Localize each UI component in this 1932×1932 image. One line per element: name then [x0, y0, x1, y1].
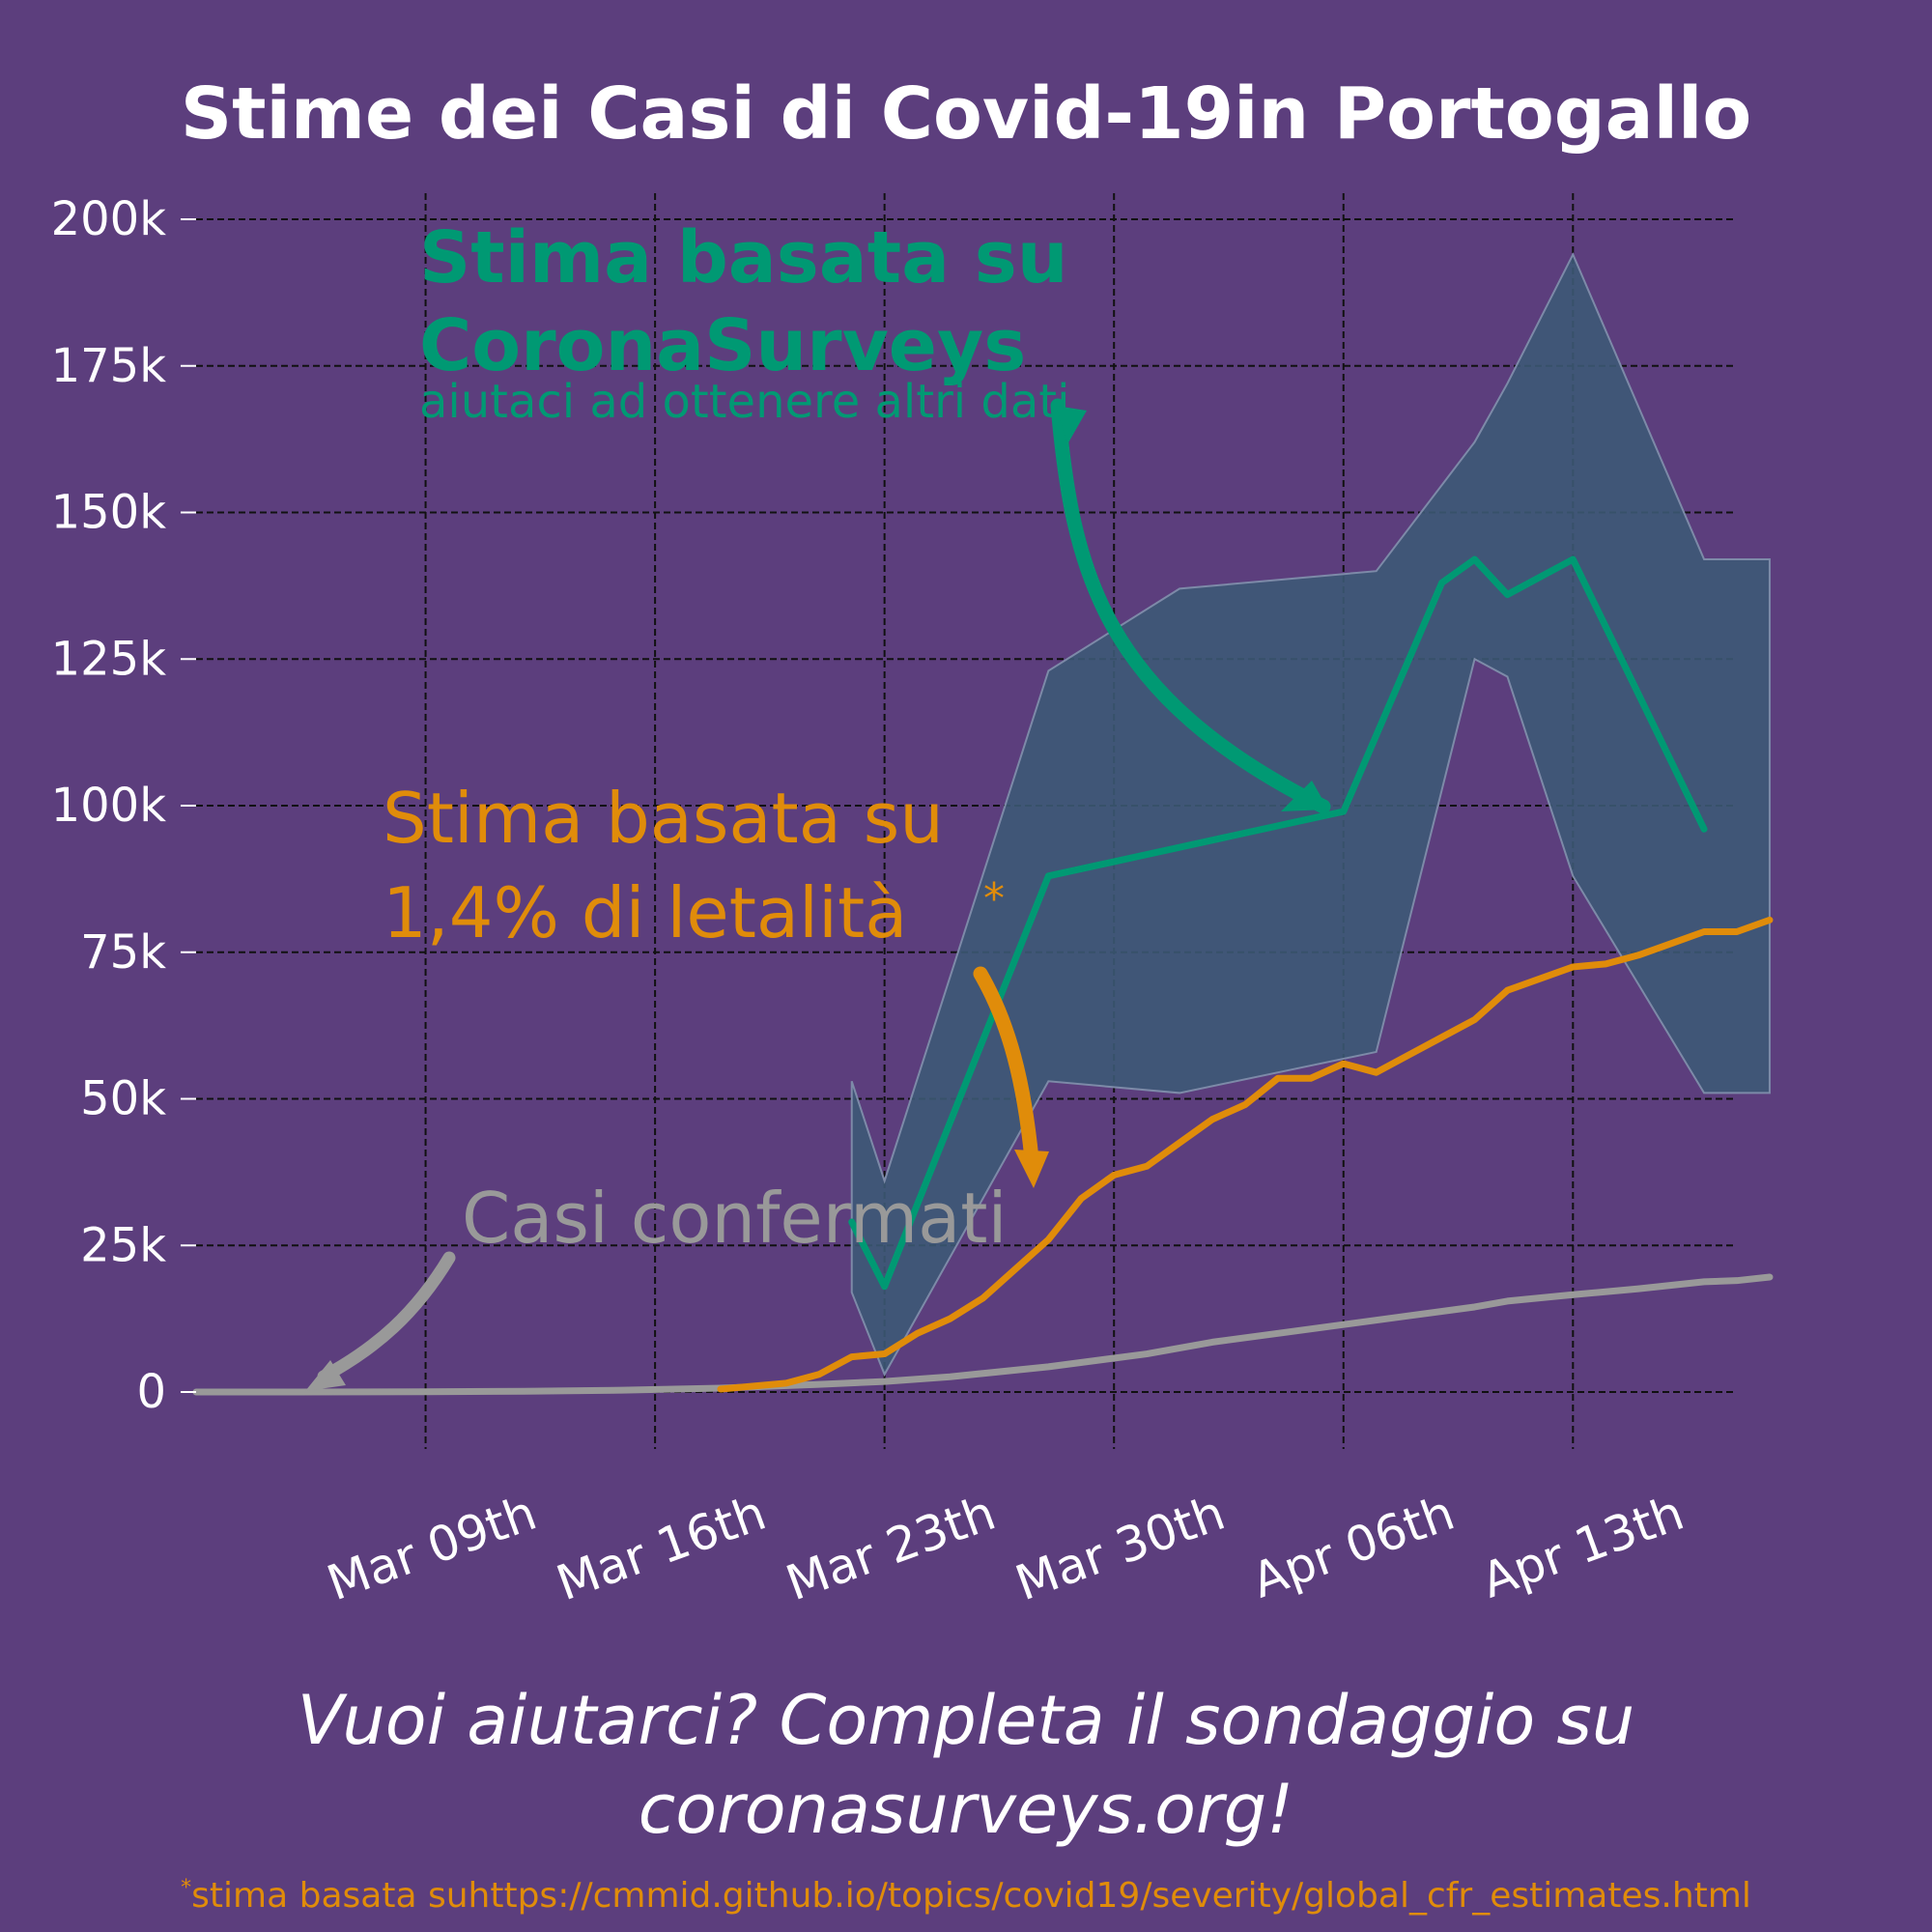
cfr-annotation-asterisk: *	[983, 874, 1005, 923]
cfr-point	[1474, 1019, 1476, 1021]
cfr-point	[1080, 1198, 1082, 1200]
cfr-point	[1539, 978, 1541, 980]
cfr-point	[1211, 1119, 1213, 1121]
y-axis-tick-labels: 0 25k 50k 75k 100k 125k 150k 175k 200k	[51, 192, 196, 1419]
confirmed-point	[1277, 1332, 1279, 1334]
surveys-point	[1703, 828, 1705, 830]
cfr-arrow	[973, 966, 1039, 1167]
surveys-point	[851, 1221, 853, 1223]
surveys-point	[884, 1286, 886, 1288]
surveys-point	[1572, 558, 1574, 560]
y-tick-label: 200k	[51, 192, 167, 246]
surveys-arrow-head	[1281, 781, 1328, 811]
cfr-point	[1736, 931, 1738, 933]
cfr-point	[1146, 1165, 1148, 1167]
surveys-arrow-tail	[1056, 406, 1087, 444]
cfr-point	[1014, 1268, 1016, 1270]
cfr-point	[1343, 1063, 1345, 1065]
surveys-annotation-subtitle: aiutaci ad ottenere altri dati	[419, 375, 1069, 429]
confirmed-point	[1506, 1300, 1508, 1302]
confirmed-point	[884, 1380, 886, 1382]
y-tick-label: 50k	[80, 1072, 166, 1126]
surveys-annotation-title-line1: Stima basata su	[419, 216, 1068, 299]
cfr-point	[1670, 943, 1672, 945]
cfr-point	[1113, 1174, 1115, 1176]
confirmed-point	[1703, 1281, 1705, 1283]
cfr-point	[1506, 989, 1508, 991]
confirmed-point	[1211, 1341, 1213, 1343]
y-tick-label: 150k	[51, 486, 167, 540]
confirmed-annotation: Casi confermati	[462, 1178, 1008, 1259]
series-layer	[192, 555, 1774, 1396]
confirmed-point	[818, 1383, 820, 1385]
call-to-action: Vuoi aiutarci? Completa il sondaggio su …	[297, 1681, 1635, 1849]
cfr-point	[917, 1332, 919, 1334]
confirmed-point	[425, 1391, 427, 1393]
footnote-asterisk: *	[181, 1876, 192, 1900]
cfr-point	[851, 1356, 853, 1358]
cfr-point	[1277, 1077, 1279, 1079]
footnote: *stima basata suhttps://cmmid.github.io/…	[0, 1876, 1932, 1916]
cfr-point	[1637, 954, 1639, 956]
surveys-point	[1343, 810, 1345, 812]
surveys-annotation-title-line2: CoronaSurveys	[419, 304, 1026, 387]
cfr-point	[1408, 1054, 1410, 1056]
surveys-point	[1047, 875, 1049, 877]
cfr-point	[950, 1318, 952, 1320]
surveys-annotation-title: Stima basata su CoronaSurveys	[419, 216, 1093, 387]
cfr-point	[1310, 1077, 1312, 1079]
confirmed-arrow-head	[305, 1360, 346, 1391]
surveys-point	[1506, 593, 1508, 595]
confirmed-arrow	[317, 1251, 456, 1383]
y-tick-label: 0	[136, 1365, 166, 1419]
confidence-band	[850, 252, 1771, 1378]
y-tick-label: 175k	[51, 339, 167, 393]
confirmed-point	[294, 1391, 296, 1393]
cfr-point	[1572, 966, 1574, 968]
cfr-line	[717, 916, 1774, 1393]
y-tick-label: 100k	[51, 779, 167, 833]
cfr-annotation-line2: 1,4% di letalità	[383, 872, 907, 953]
chart-title: Stime dei Casi di Covid-19in Portogallo	[181, 72, 1751, 156]
cfr-arrow-head	[1014, 1150, 1049, 1188]
cfr-annotation-line1: Stima basata su	[383, 778, 944, 859]
footnote-text: stima basata suhttps://cmmid.github.io/t…	[191, 1876, 1751, 1916]
cfr-point	[1703, 931, 1705, 933]
confirmed-point	[621, 1389, 623, 1391]
cfr-point	[884, 1353, 886, 1355]
surveys-point	[1474, 558, 1476, 560]
y-tick-label: 75k	[80, 925, 166, 980]
cfr-point	[785, 1382, 787, 1384]
cfr-point	[1179, 1142, 1180, 1144]
confirmed-point	[1146, 1353, 1148, 1355]
cfr-point	[1376, 1071, 1378, 1073]
cfr-point	[1244, 1104, 1246, 1106]
cfr-point	[981, 1297, 983, 1299]
cfr-point	[720, 1388, 722, 1390]
confirmed-point	[1343, 1323, 1345, 1325]
confirmed-point	[1736, 1280, 1738, 1282]
cfr-point	[1769, 919, 1771, 921]
confirmed-point	[1047, 1366, 1049, 1368]
surveys-point	[1441, 582, 1443, 583]
cfr-point	[1047, 1238, 1049, 1240]
cfr-point	[1605, 963, 1606, 965]
surveys-arrow	[1050, 398, 1331, 814]
confirmed-point	[1572, 1293, 1574, 1295]
confidence-band-layer	[850, 252, 1771, 1378]
confirmed-point	[1474, 1306, 1476, 1308]
confirmed-line	[192, 1273, 1774, 1396]
y-tick-label: 125k	[51, 632, 167, 686]
confirmed-point	[950, 1376, 952, 1378]
cfr-point	[818, 1374, 820, 1376]
confirmed-point	[1408, 1315, 1410, 1317]
confirmed-point	[1769, 1276, 1771, 1278]
confirmed-point	[1637, 1288, 1639, 1290]
confirmed-point	[523, 1390, 525, 1392]
y-tick-label: 25k	[80, 1218, 166, 1272]
